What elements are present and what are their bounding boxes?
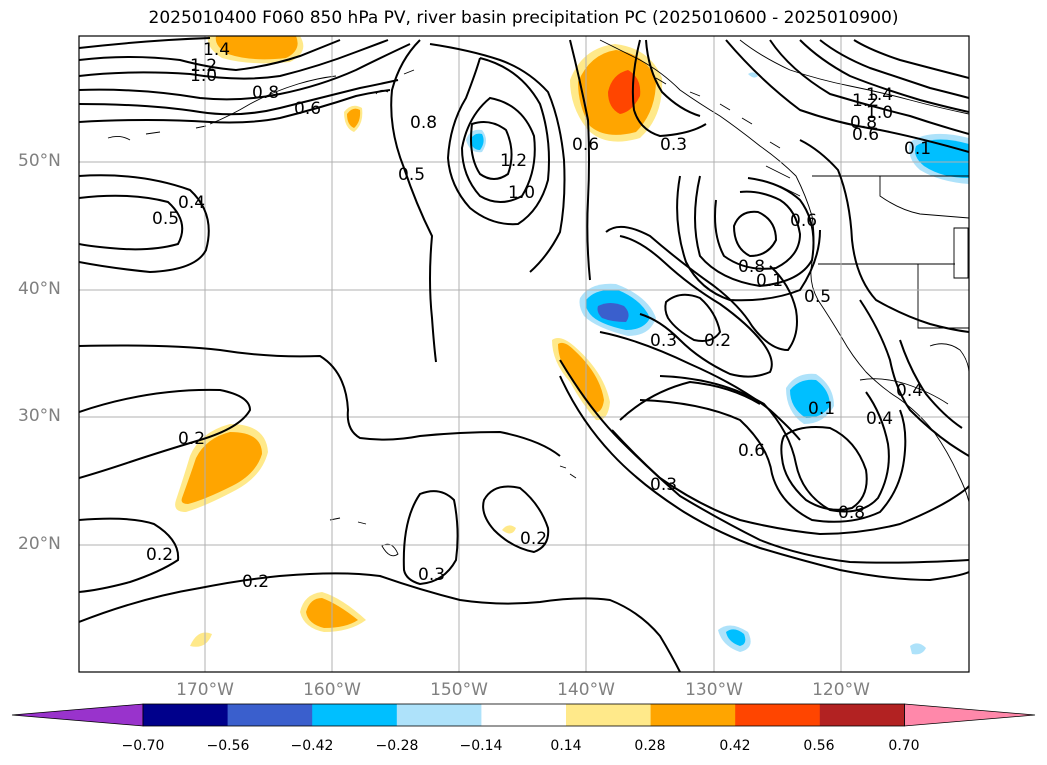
lon-label: 170°W xyxy=(176,680,234,700)
lon-label: 130°W xyxy=(685,680,743,700)
contour-label: 0.8 xyxy=(252,83,279,103)
colorbar-swatch xyxy=(227,704,313,726)
contour-label: 1.0 xyxy=(866,103,893,123)
contour-label: 0.5 xyxy=(804,287,831,307)
colorbar-swatch xyxy=(143,704,229,726)
lat-label: 30°N xyxy=(18,406,61,426)
lat-label: 50°N xyxy=(18,151,61,171)
colorbar-swatch xyxy=(650,704,736,726)
contour-label: 0.5 xyxy=(152,209,179,229)
contour-label: 0.5 xyxy=(398,165,425,185)
contour-label: 0.1 xyxy=(904,139,931,159)
colorbar-swatch xyxy=(735,704,821,726)
lon-label: 140°W xyxy=(557,680,615,700)
contour-label: 0.2 xyxy=(146,545,173,565)
contour-label: 0.2 xyxy=(242,572,269,592)
contour-label: 1.4 xyxy=(866,85,893,105)
contour-label: 0.2 xyxy=(704,331,731,351)
colorbar-tick-label: 0.28 xyxy=(634,738,666,754)
map-title: 2025010400 F060 850 hPa PV, river basin … xyxy=(148,8,899,28)
colorbar-swatch xyxy=(819,704,905,726)
colorbar-tick-label: 0.70 xyxy=(888,738,920,754)
contour-label: 0.3 xyxy=(418,565,445,585)
colorbar-tick-label: −0.14 xyxy=(459,738,503,754)
contour-label: 1.2 xyxy=(500,151,527,171)
colorbar xyxy=(11,703,1036,727)
colorbar-tick-label: −0.56 xyxy=(206,738,250,754)
contour-label: 1.2 xyxy=(190,56,217,76)
lat-label: 40°N xyxy=(18,279,61,299)
colorbar-tick-label: 0.56 xyxy=(803,738,835,754)
contour-label: 0.6 xyxy=(852,125,879,145)
contour-label: 0.3 xyxy=(650,475,677,495)
shaded-anomalies xyxy=(175,36,969,655)
map-frame xyxy=(78,35,970,673)
contour-label: 0.1 xyxy=(808,399,835,419)
contour-label: 1.0 xyxy=(190,66,217,86)
colorbar-tick-label: −0.28 xyxy=(375,738,419,754)
contour-label: 0.4 xyxy=(896,381,923,401)
colorbar-tick-label: −0.70 xyxy=(121,738,165,754)
contour-label: 0.6 xyxy=(790,211,817,231)
contour-label: 1.2 xyxy=(852,91,879,111)
colorbar-extend-low xyxy=(11,703,144,727)
contour-label: 0.8 xyxy=(838,503,865,523)
colorbar-swatch xyxy=(312,704,398,726)
colorbar-swatch xyxy=(396,704,482,726)
colorbar-swatch xyxy=(566,704,652,726)
colorbar-extend-high xyxy=(904,703,1036,727)
contour-label: 0.4 xyxy=(866,409,893,429)
lon-label: 150°W xyxy=(430,680,488,700)
colorbar-tick-label: −0.42 xyxy=(290,738,334,754)
colorbar-frame xyxy=(142,703,905,727)
pv-contours xyxy=(79,37,969,672)
contour-label: 0.2 xyxy=(520,529,547,549)
contour-label: 0.8 xyxy=(850,113,877,133)
contour-label: 0.8 xyxy=(738,257,765,277)
contour-label: 0.6 xyxy=(294,99,321,119)
contour-label: 0.2 xyxy=(178,429,205,449)
colorbar-tick-label: 0.14 xyxy=(550,738,582,754)
contour-label: 0.6 xyxy=(738,441,765,461)
contour-label: 0.4 xyxy=(178,193,205,213)
contour-label: 0.1 xyxy=(756,271,783,291)
lon-label: 160°W xyxy=(303,680,361,700)
contour-label: 1.0 xyxy=(508,183,535,203)
contour-label: 1.4 xyxy=(203,40,230,60)
colorbar-swatch xyxy=(481,704,567,726)
contour-label: 0.8 xyxy=(410,113,437,133)
contour-label: 0.6 xyxy=(572,135,599,155)
gridlines xyxy=(79,36,969,672)
lat-label: 20°N xyxy=(18,534,61,554)
colorbar-tick-label: 0.42 xyxy=(719,738,751,754)
contour-label: 0.3 xyxy=(660,135,687,155)
lon-label: 120°W xyxy=(812,680,870,700)
contour-label: 0.3 xyxy=(650,331,677,351)
contour-label-group: 1.4 1.2 1.0 0.8 0.6 0.8 1.2 1.0 0.5 0.6 … xyxy=(146,40,931,592)
